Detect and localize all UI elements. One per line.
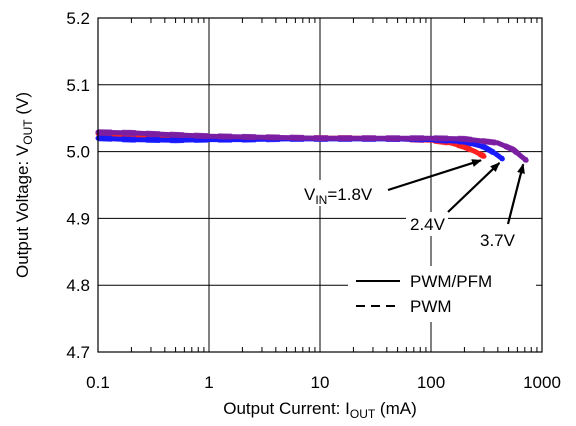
annotations: VIN=1.8V 2.4V 3.7V (298, 159, 525, 252)
series-dashed-1 (97, 135, 505, 162)
annotation-arrow-1-8v (387, 159, 482, 192)
series-dashed-2 (97, 129, 529, 163)
legend: PWM/PFM PWM (348, 266, 536, 322)
y-tick-label-1: 4.8 (66, 276, 90, 295)
y-tick-label-0: 4.7 (66, 343, 90, 362)
legend-label-pwm: PWM (410, 297, 452, 316)
y-tick-label-4: 5.1 (66, 76, 90, 95)
y-tick-label-5: 5.2 (66, 9, 90, 28)
x-tick-label-4: 1000 (523, 373, 561, 392)
annotation-arrow-2-4v (447, 162, 501, 213)
annotation-label-2-4v: 2.4V (410, 215, 446, 234)
y-axis-label: Output Voltage: VOUT (V) (13, 92, 35, 278)
x-tick-label-2: 10 (311, 373, 330, 392)
x-axis-label: Output Current: IOUT (mA) (223, 399, 417, 421)
y-tick-label-2: 4.9 (66, 209, 90, 228)
x-tick-label-0: 0.1 (86, 373, 110, 392)
x-tick-labels: 0.1 1 10 100 1000 (86, 373, 561, 392)
annotation-arrow-3-7v (506, 163, 525, 225)
x-tick-label-3: 100 (417, 373, 445, 392)
annotation-bg-3 (476, 228, 524, 252)
annotation-label-3-7v: 3.7V (480, 231, 516, 250)
plot-frame (97, 17, 543, 353)
y-tick-label-3: 5.0 (66, 143, 90, 162)
annotation-bg-2 (406, 212, 448, 236)
x-tick-label-1: 1 (204, 373, 213, 392)
legend-label-pwm-pfm: PWM/PFM (410, 272, 492, 291)
annotation-label-vin-1-8v: VIN=1.8V (304, 185, 373, 207)
series-group (95, 129, 529, 163)
legend-box (348, 266, 536, 322)
y-tick-labels: 4.7 4.8 4.9 5.0 5.1 5.2 (66, 9, 90, 362)
annotation-bg-1 (298, 180, 386, 206)
